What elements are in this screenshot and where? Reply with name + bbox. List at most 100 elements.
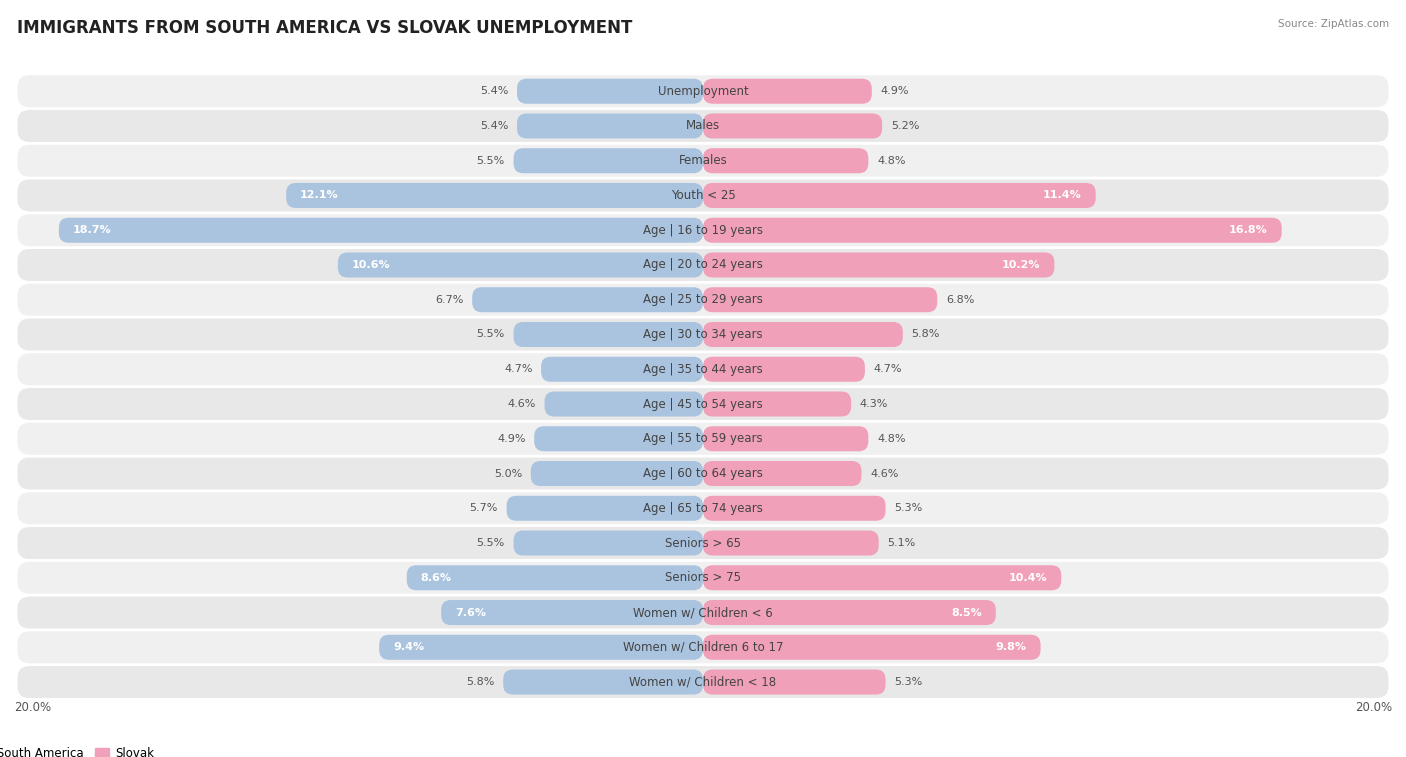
FancyBboxPatch shape xyxy=(17,457,1389,490)
Text: Source: ZipAtlas.com: Source: ZipAtlas.com xyxy=(1278,19,1389,29)
FancyBboxPatch shape xyxy=(703,218,1282,243)
FancyBboxPatch shape xyxy=(17,666,1389,698)
Text: 4.8%: 4.8% xyxy=(877,434,905,444)
Text: Age | 45 to 54 years: Age | 45 to 54 years xyxy=(643,397,763,410)
Text: 4.7%: 4.7% xyxy=(873,364,903,374)
Text: 4.9%: 4.9% xyxy=(498,434,526,444)
FancyBboxPatch shape xyxy=(17,145,1389,176)
Text: 5.4%: 5.4% xyxy=(479,121,509,131)
Text: Age | 60 to 64 years: Age | 60 to 64 years xyxy=(643,467,763,480)
Text: Seniors > 75: Seniors > 75 xyxy=(665,572,741,584)
FancyBboxPatch shape xyxy=(472,287,703,312)
Text: 6.8%: 6.8% xyxy=(946,294,974,305)
FancyBboxPatch shape xyxy=(513,322,703,347)
Text: 5.2%: 5.2% xyxy=(891,121,920,131)
FancyBboxPatch shape xyxy=(17,319,1389,350)
Text: 4.3%: 4.3% xyxy=(859,399,889,409)
Text: 7.6%: 7.6% xyxy=(456,608,486,618)
FancyBboxPatch shape xyxy=(703,183,1095,208)
FancyBboxPatch shape xyxy=(17,527,1389,559)
FancyBboxPatch shape xyxy=(541,357,703,382)
FancyBboxPatch shape xyxy=(703,357,865,382)
Text: 18.7%: 18.7% xyxy=(73,226,111,235)
FancyBboxPatch shape xyxy=(703,600,995,625)
Text: Males: Males xyxy=(686,120,720,132)
FancyBboxPatch shape xyxy=(703,114,882,139)
FancyBboxPatch shape xyxy=(17,562,1389,593)
FancyBboxPatch shape xyxy=(513,531,703,556)
Text: 5.7%: 5.7% xyxy=(470,503,498,513)
FancyBboxPatch shape xyxy=(544,391,703,416)
FancyBboxPatch shape xyxy=(17,284,1389,316)
FancyBboxPatch shape xyxy=(17,631,1389,663)
Text: IMMIGRANTS FROM SOUTH AMERICA VS SLOVAK UNEMPLOYMENT: IMMIGRANTS FROM SOUTH AMERICA VS SLOVAK … xyxy=(17,19,633,37)
Text: 5.8%: 5.8% xyxy=(467,677,495,687)
Text: 5.1%: 5.1% xyxy=(887,538,915,548)
FancyBboxPatch shape xyxy=(17,354,1389,385)
Text: 6.7%: 6.7% xyxy=(436,294,464,305)
Text: 4.6%: 4.6% xyxy=(508,399,536,409)
Text: 20.0%: 20.0% xyxy=(14,700,51,714)
FancyBboxPatch shape xyxy=(534,426,703,451)
Text: 5.3%: 5.3% xyxy=(894,677,922,687)
FancyBboxPatch shape xyxy=(531,461,703,486)
FancyBboxPatch shape xyxy=(703,79,872,104)
FancyBboxPatch shape xyxy=(17,249,1389,281)
FancyBboxPatch shape xyxy=(287,183,703,208)
FancyBboxPatch shape xyxy=(503,669,703,695)
Text: Age | 30 to 34 years: Age | 30 to 34 years xyxy=(643,328,763,341)
Text: 5.5%: 5.5% xyxy=(477,329,505,339)
FancyBboxPatch shape xyxy=(517,114,703,139)
Text: 4.8%: 4.8% xyxy=(877,156,905,166)
FancyBboxPatch shape xyxy=(506,496,703,521)
Text: 8.6%: 8.6% xyxy=(420,573,451,583)
Text: 9.8%: 9.8% xyxy=(995,642,1026,653)
Text: 20.0%: 20.0% xyxy=(1355,700,1392,714)
Text: Seniors > 65: Seniors > 65 xyxy=(665,537,741,550)
FancyBboxPatch shape xyxy=(703,565,1062,590)
Text: Women w/ Children 6 to 17: Women w/ Children 6 to 17 xyxy=(623,640,783,654)
Legend: Immigrants from South America, Slovak: Immigrants from South America, Slovak xyxy=(0,743,159,757)
Text: 12.1%: 12.1% xyxy=(299,191,339,201)
FancyBboxPatch shape xyxy=(703,496,886,521)
FancyBboxPatch shape xyxy=(17,110,1389,142)
Text: Age | 16 to 19 years: Age | 16 to 19 years xyxy=(643,224,763,237)
FancyBboxPatch shape xyxy=(406,565,703,590)
Text: 9.4%: 9.4% xyxy=(392,642,425,653)
Text: 5.0%: 5.0% xyxy=(494,469,522,478)
FancyBboxPatch shape xyxy=(703,531,879,556)
Text: 10.4%: 10.4% xyxy=(1010,573,1047,583)
Text: Women w/ Children < 18: Women w/ Children < 18 xyxy=(630,675,776,689)
FancyBboxPatch shape xyxy=(59,218,703,243)
FancyBboxPatch shape xyxy=(17,422,1389,455)
FancyBboxPatch shape xyxy=(380,635,703,660)
FancyBboxPatch shape xyxy=(703,287,938,312)
Text: Age | 35 to 44 years: Age | 35 to 44 years xyxy=(643,363,763,375)
FancyBboxPatch shape xyxy=(703,635,1040,660)
FancyBboxPatch shape xyxy=(703,391,851,416)
Text: 4.9%: 4.9% xyxy=(880,86,908,96)
Text: 5.3%: 5.3% xyxy=(894,503,922,513)
FancyBboxPatch shape xyxy=(17,75,1389,107)
FancyBboxPatch shape xyxy=(17,179,1389,211)
Text: 4.7%: 4.7% xyxy=(503,364,533,374)
Text: 8.5%: 8.5% xyxy=(952,608,981,618)
Text: 10.6%: 10.6% xyxy=(352,260,391,270)
Text: Age | 25 to 29 years: Age | 25 to 29 years xyxy=(643,293,763,307)
Text: 4.6%: 4.6% xyxy=(870,469,898,478)
FancyBboxPatch shape xyxy=(17,388,1389,420)
Text: 5.8%: 5.8% xyxy=(911,329,939,339)
Text: 10.2%: 10.2% xyxy=(1002,260,1040,270)
Text: Youth < 25: Youth < 25 xyxy=(671,189,735,202)
FancyBboxPatch shape xyxy=(441,600,703,625)
FancyBboxPatch shape xyxy=(517,79,703,104)
Text: Age | 55 to 59 years: Age | 55 to 59 years xyxy=(643,432,763,445)
FancyBboxPatch shape xyxy=(703,461,862,486)
FancyBboxPatch shape xyxy=(337,253,703,278)
Text: Unemployment: Unemployment xyxy=(658,85,748,98)
FancyBboxPatch shape xyxy=(513,148,703,173)
FancyBboxPatch shape xyxy=(703,253,1054,278)
FancyBboxPatch shape xyxy=(17,492,1389,525)
FancyBboxPatch shape xyxy=(17,597,1389,628)
FancyBboxPatch shape xyxy=(703,669,886,695)
